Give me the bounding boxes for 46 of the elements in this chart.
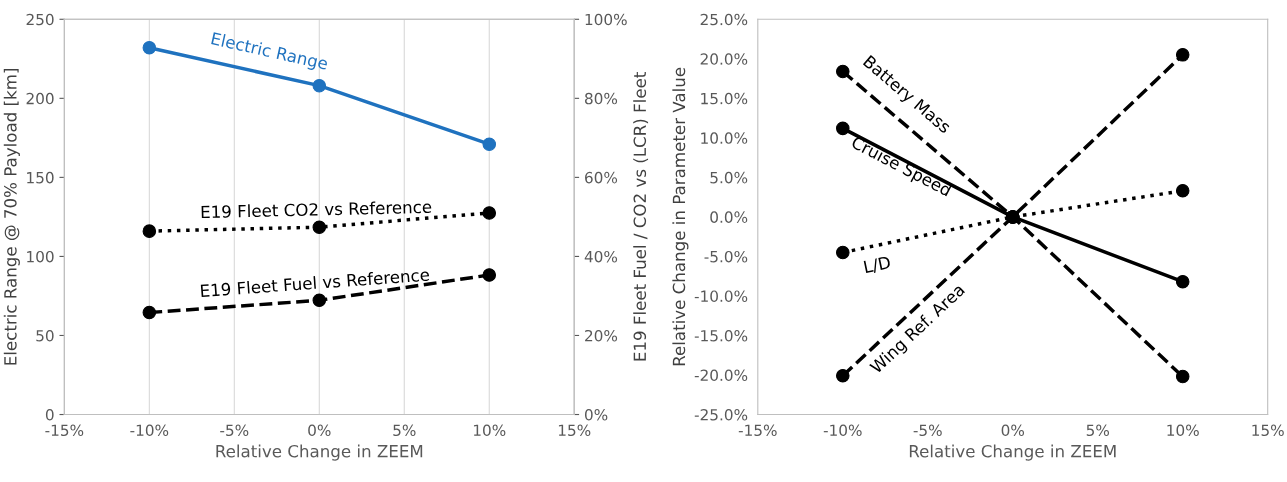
text: Electric Range bbox=[210, 31, 329, 74]
y-tick-label: -5.0% bbox=[704, 250, 748, 263]
x-tick-label: 10% bbox=[1167, 424, 1199, 437]
y2-tick-label: 0% bbox=[584, 408, 608, 421]
series-label: E19 Fleet Fuel vs Reference bbox=[200, 267, 430, 298]
x-tick-label: 0% bbox=[1001, 424, 1025, 437]
y-tick-label: -10.0% bbox=[694, 290, 748, 302]
series-label: E19 Fleet CO2 vs Reference bbox=[201, 200, 432, 219]
x-tick-label: 15% bbox=[1252, 424, 1284, 437]
x-tick-label: -5% bbox=[220, 424, 249, 437]
y-tick-label: -15.0% bbox=[694, 329, 748, 342]
x-tick-label: -5% bbox=[913, 424, 942, 437]
y2-tick-label: 60% bbox=[585, 171, 618, 184]
y2-tick-label: 40% bbox=[584, 250, 618, 263]
y-tick-label: 25.0% bbox=[700, 13, 748, 26]
x-tick-label: 5% bbox=[1086, 424, 1110, 437]
y-tick-label: 15.0% bbox=[701, 92, 748, 105]
x-axis-title: Relative Change in ZEEM bbox=[909, 444, 1116, 461]
y-tick-label: -25.0% bbox=[694, 408, 748, 421]
x-tick-label: 15% bbox=[558, 424, 591, 437]
x-tick-label: -15% bbox=[738, 424, 777, 437]
y-tick-label: 200 bbox=[26, 92, 54, 105]
x-tick-label: 5% bbox=[393, 424, 416, 437]
x-axis-title: Relative Change in ZEEM bbox=[216, 444, 423, 461]
y-tick-label: 0.0% bbox=[710, 211, 748, 223]
y-tick-label: 250 bbox=[26, 13, 54, 26]
x-tick-label: -15% bbox=[45, 424, 84, 437]
y2-tick-label: 80% bbox=[585, 92, 618, 105]
y-tick-label: 20.0% bbox=[700, 53, 748, 65]
y-tick-label: 150 bbox=[27, 171, 54, 184]
y-axis-title: Electric Range @ 70% Payload [km] bbox=[3, 69, 20, 365]
y2-tick-label: 100% bbox=[585, 13, 627, 26]
x-tick-label: -10% bbox=[823, 424, 862, 437]
y2-tick-label: 20% bbox=[585, 329, 618, 342]
y-tick-label: 5.0% bbox=[710, 171, 748, 184]
text: L/D bbox=[863, 255, 892, 275]
y-tick-label: 100 bbox=[27, 250, 54, 263]
y-axis-title: Relative Change in Parameter Value bbox=[672, 67, 689, 366]
y-tick-label: 10.0% bbox=[701, 132, 748, 144]
y2-axis-title: E19 Fleet Fuel / CO2 vs (LCR) Fleet bbox=[633, 72, 649, 361]
x-tick-label: -10% bbox=[130, 424, 169, 437]
x-tick-label: 0% bbox=[308, 424, 331, 437]
y-tick-label: 0 bbox=[45, 408, 54, 421]
x-tick-label: 10% bbox=[473, 424, 506, 437]
y-tick-label: 50 bbox=[36, 329, 54, 342]
y-tick-label: -20.0% bbox=[694, 369, 748, 382]
